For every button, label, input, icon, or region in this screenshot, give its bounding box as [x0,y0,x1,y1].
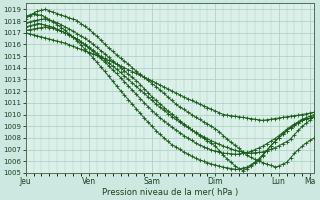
X-axis label: Pression niveau de la mer( hPa ): Pression niveau de la mer( hPa ) [102,188,238,197]
